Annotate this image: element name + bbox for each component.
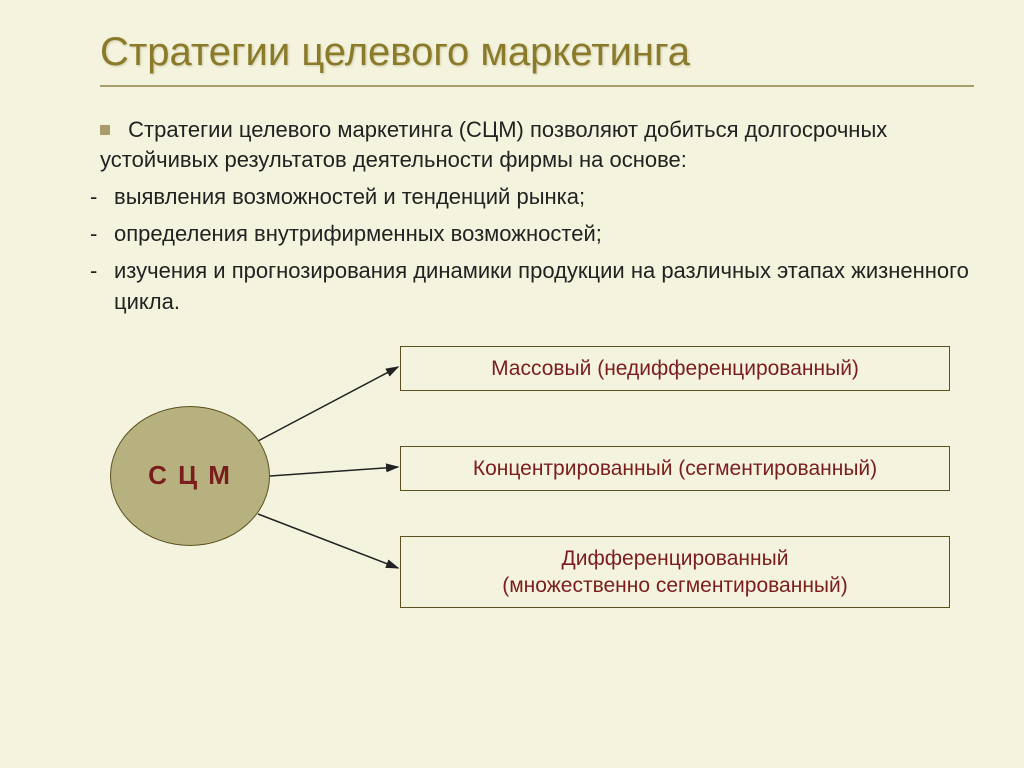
arrow-line xyxy=(258,367,398,441)
diagram-area: С Ц М Массовый (недифференцированный) Кон… xyxy=(80,336,980,626)
slide-container: Стратегии целевого маркетинга Стратегии … xyxy=(0,0,1024,768)
slide-title: Стратегии целевого маркетинга xyxy=(100,30,974,75)
bullet-item: изучения и прогнозирования динамики прод… xyxy=(82,256,974,318)
diagram-strategy-box: Дифференцированный(множественно сегменти… xyxy=(400,536,950,609)
box-label-line: (множественно сегментированный) xyxy=(411,572,939,599)
oval-label: С Ц М xyxy=(148,460,232,491)
box-label-line: Массовый (недифференцированный) xyxy=(411,355,939,382)
bullet-item: определения внутрифирменных возможностей… xyxy=(82,219,974,250)
intro-paragraph: Стратегии целевого маркетинга (СЦМ) позв… xyxy=(100,115,974,174)
diagram-strategy-box: Массовый (недифференцированный) xyxy=(400,346,950,391)
title-underline: Стратегии целевого маркетинга xyxy=(100,30,974,87)
intro-text: Стратегии целевого маркетинга (СЦМ) позв… xyxy=(100,117,887,172)
arrow-line xyxy=(258,514,398,568)
arrow-line xyxy=(270,467,398,476)
box-label-line: Дифференцированный xyxy=(411,545,939,572)
bullet-item: выявления возможностей и тенденций рынка… xyxy=(82,182,974,213)
bullet-list: выявления возможностей и тенденций рынка… xyxy=(82,182,974,317)
box-label-line: Концентрированный (сегментированный) xyxy=(411,455,939,482)
diagram-center-oval: С Ц М xyxy=(110,406,270,546)
bullet-square-icon xyxy=(100,125,110,135)
diagram-strategy-box: Концентрированный (сегментированный) xyxy=(400,446,950,491)
